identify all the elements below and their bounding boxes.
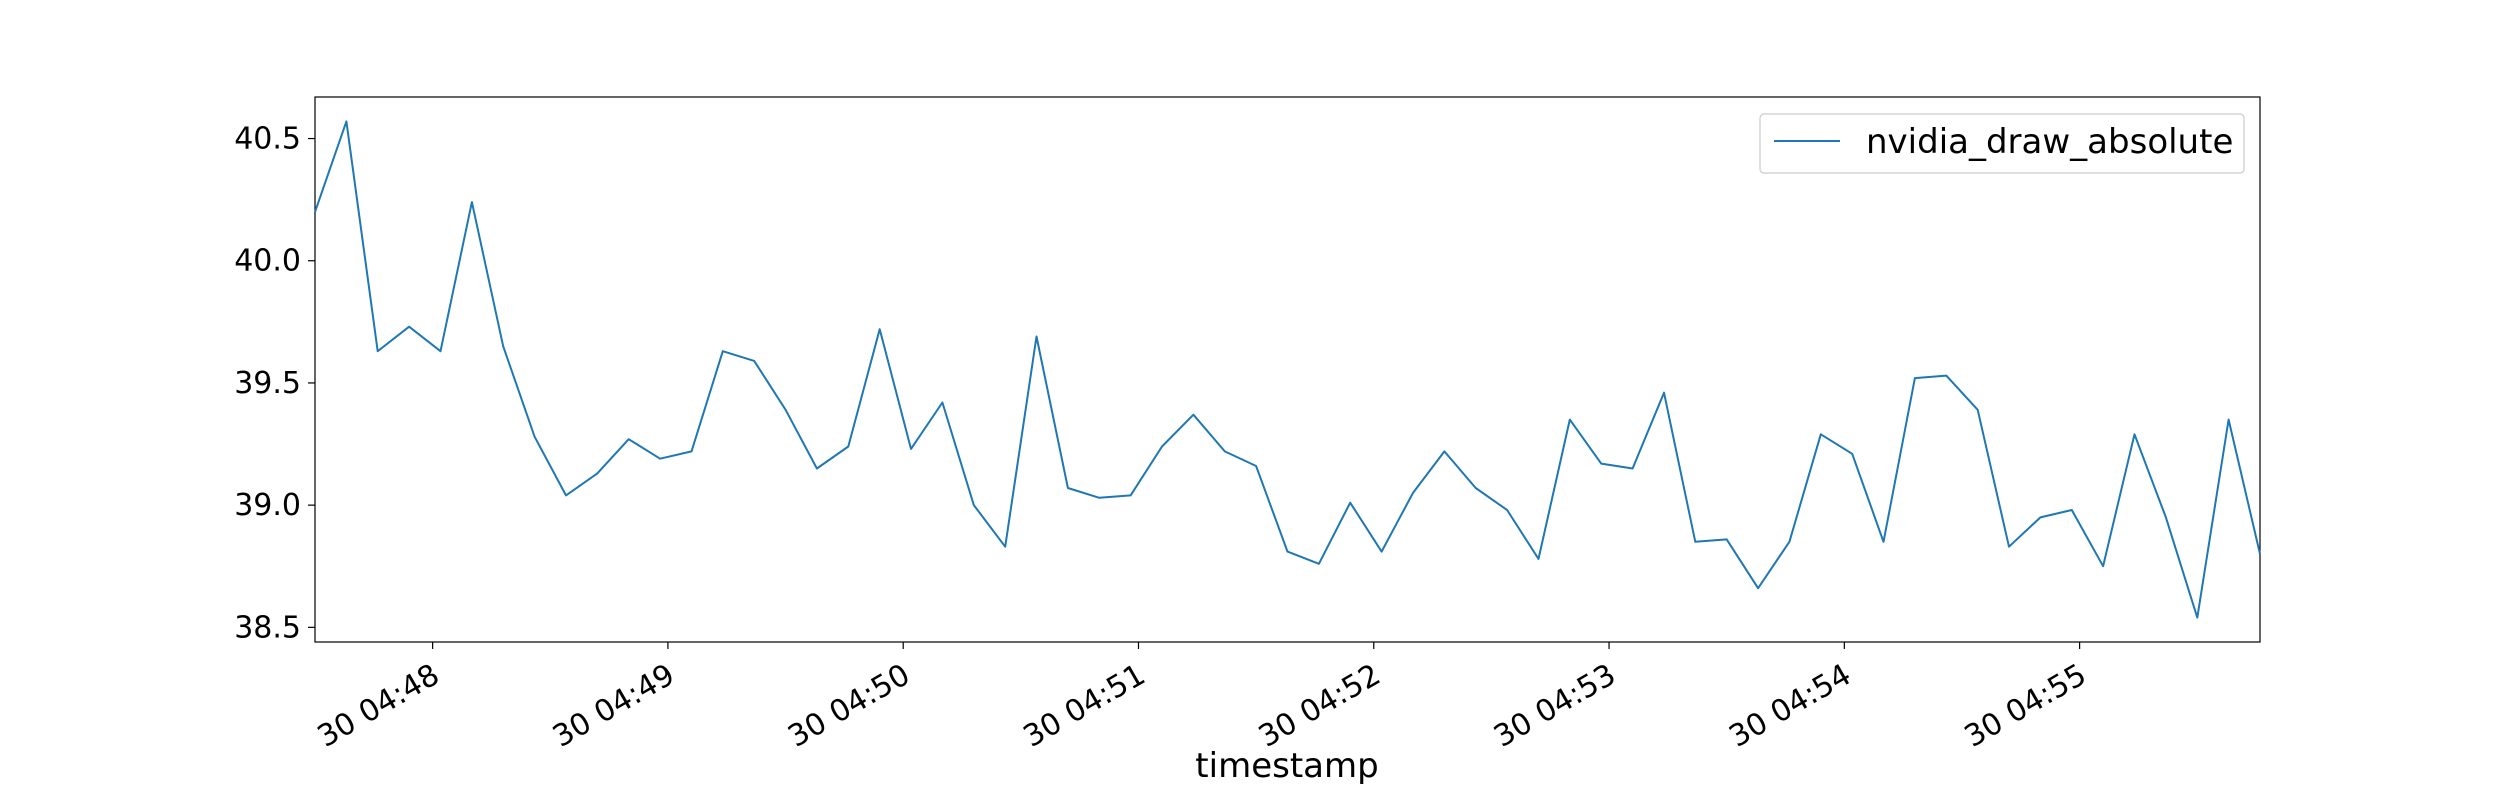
axes-frame: [314, 96, 2261, 643]
x-axis-title: timestamp: [1195, 746, 1378, 786]
legend-label: nvidia_draw_absolute: [1866, 122, 2233, 162]
y-tick-label: 39.5: [234, 366, 301, 401]
y-tick-label: 40.5: [234, 122, 301, 157]
series-line-nvidia-draw-absolute: [314, 120, 2261, 619]
y-tick-label: 39.0: [234, 488, 301, 523]
legend-box: [1759, 113, 2245, 174]
y-tick-label: 38.5: [234, 610, 301, 645]
y-axis: 38.5 39.0 39.5 40.0 40.5: [234, 122, 315, 645]
y-tick-label: 40.0: [234, 244, 301, 279]
legend: nvidia_draw_absolute: [1759, 113, 2245, 174]
